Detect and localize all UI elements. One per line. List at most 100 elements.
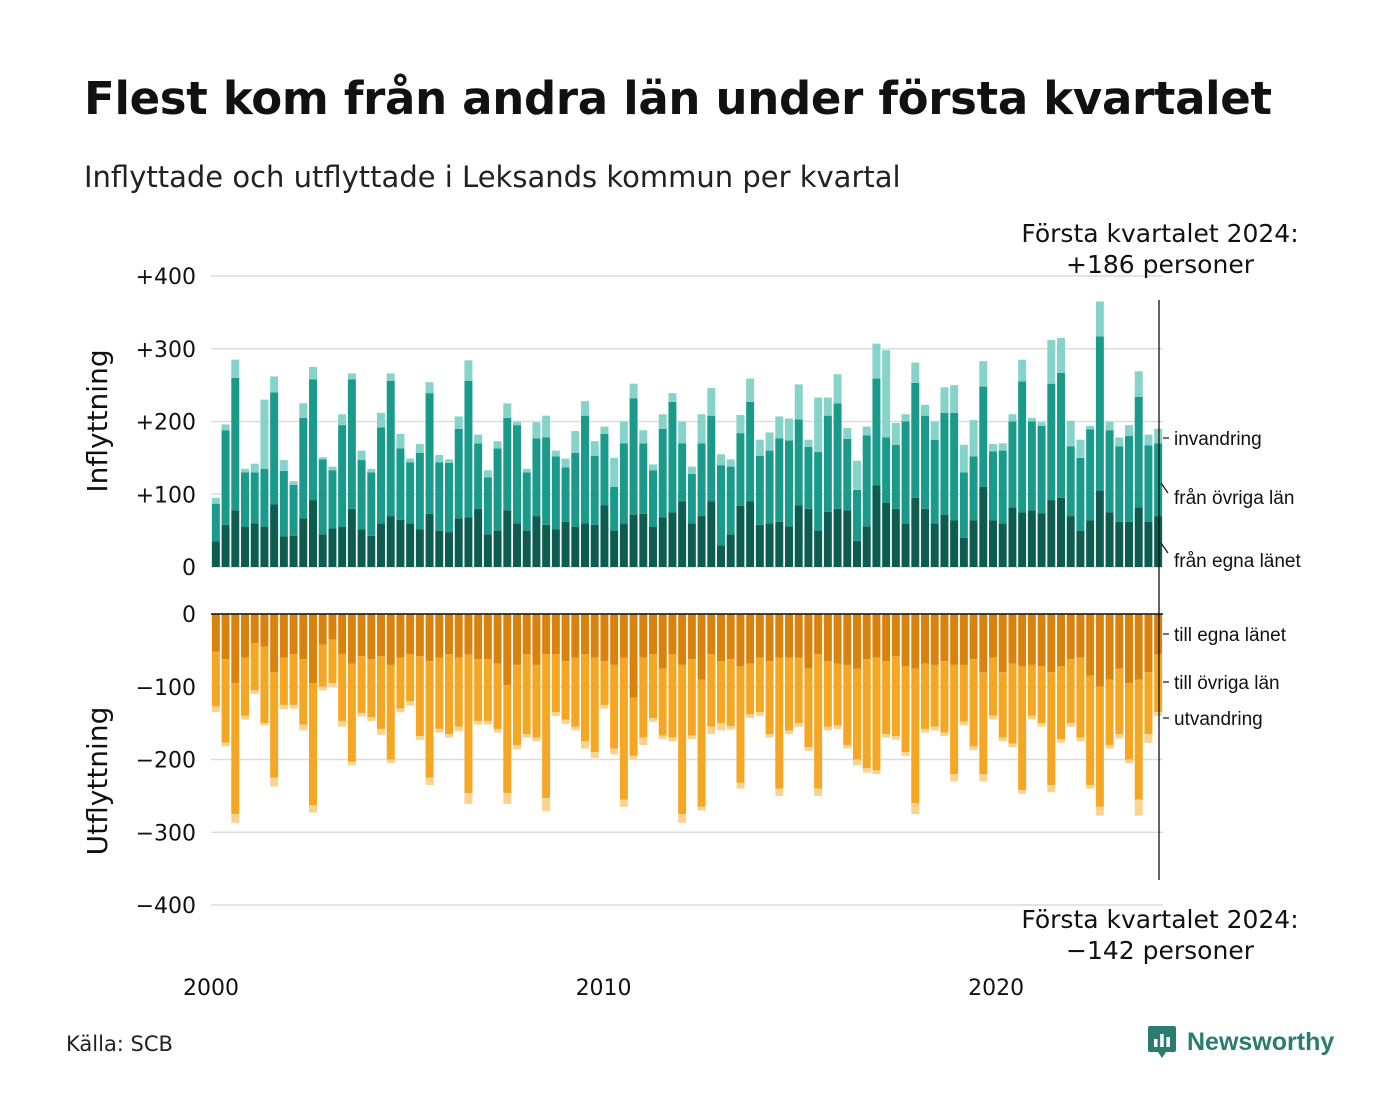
bar-segment (241, 526, 249, 567)
bar-segment (610, 457, 619, 487)
bar-segment (833, 663, 842, 726)
bar-segment (581, 654, 589, 742)
bar-segment (513, 425, 521, 524)
bar-segment (736, 666, 745, 783)
bar-segment (406, 701, 415, 706)
annotation-in-line1: Första kvartalet 2024: (1021, 219, 1298, 248)
y-tick-label: +400 (136, 265, 196, 290)
bar-segment (454, 428, 463, 519)
y-axis-title: Utflyttning (81, 707, 114, 856)
bar-segment (522, 472, 531, 531)
bar-segment (911, 362, 920, 383)
bar-segment (658, 517, 667, 567)
bar-segment (377, 523, 385, 567)
bar-segment (522, 614, 531, 655)
bar-segment (629, 383, 638, 399)
bar-segment (1027, 614, 1036, 665)
bar-segment (464, 380, 473, 518)
bar-segment (736, 782, 745, 789)
bar-segment (328, 639, 337, 684)
bar-segment (1115, 668, 1124, 735)
bar-segment (697, 443, 706, 517)
bar-segment (658, 414, 667, 429)
bar-segment (707, 388, 716, 416)
bar-segment (1027, 417, 1036, 422)
bar-segment (1018, 381, 1027, 513)
bar-segment (1125, 683, 1133, 760)
bar-segment (1144, 672, 1153, 735)
bar-segment (1047, 672, 1056, 785)
bar-segment (1076, 737, 1085, 742)
series-end-label: från övriga län (1174, 488, 1294, 509)
bar-segment (853, 614, 861, 669)
bar-segment (1144, 734, 1153, 743)
bar-segment (338, 526, 347, 567)
bar-segment (241, 472, 249, 527)
bar-segment (969, 420, 978, 457)
bar-segment (250, 463, 259, 473)
bar-segment (435, 657, 444, 729)
bar-segment (1008, 743, 1017, 748)
bar-segment (649, 614, 657, 655)
bar-segment (542, 524, 551, 567)
bar-segment (241, 614, 249, 658)
bar-segment (746, 714, 755, 719)
bar-segment (843, 664, 852, 745)
bar-segment (338, 654, 347, 721)
bar-segment (1134, 507, 1143, 567)
bar-segment (736, 414, 745, 434)
bar-segment (600, 661, 609, 705)
bar-segment (882, 350, 891, 438)
bar-segment (1018, 614, 1027, 667)
bar-segment (435, 454, 444, 463)
bar-segment (1008, 614, 1017, 664)
bar-segment (241, 468, 249, 473)
bar-segment (396, 519, 405, 567)
bar-segment (1037, 666, 1046, 724)
bar-segment (211, 614, 220, 652)
bar-segment (513, 523, 521, 567)
bar-segment (794, 505, 803, 567)
bar-segment (270, 614, 279, 673)
bar-segment (600, 426, 609, 434)
bar-segment (950, 520, 959, 567)
bar-segment (804, 439, 813, 447)
bar-segment (299, 659, 308, 725)
bar-segment (425, 777, 434, 785)
bar-segment (639, 737, 648, 745)
bar-segment (279, 704, 288, 710)
bar-segment (940, 732, 949, 737)
bar-segment (328, 528, 337, 567)
bar-segment (1027, 510, 1036, 567)
bar-segment (493, 530, 502, 568)
bar-segment (464, 654, 473, 793)
bar-segment (435, 728, 444, 733)
bar-segment (891, 736, 900, 740)
x-tick-label: 2020 (968, 976, 1024, 1001)
bar-segment (338, 425, 347, 527)
bar-segment (1037, 425, 1046, 514)
bar-segment (940, 387, 949, 413)
bar-segment (231, 614, 240, 684)
bar-segment (571, 657, 580, 727)
bar-segment (1057, 497, 1065, 567)
bar-segment (979, 486, 988, 567)
bar-segment (658, 614, 667, 669)
bar-segment (445, 614, 453, 655)
bar-segment (581, 415, 589, 524)
bar-segment (755, 712, 764, 716)
bar-segment (979, 614, 988, 673)
bar-segment (882, 614, 891, 662)
bar-segment (950, 664, 959, 775)
bar-segment (474, 659, 483, 721)
bar-segment (785, 614, 793, 658)
bar-segment (289, 535, 298, 567)
bar-segment (823, 397, 832, 416)
bar-segment (736, 433, 745, 506)
bar-segment (668, 512, 677, 567)
bar-segment (415, 614, 424, 657)
bar-segment (901, 414, 910, 422)
bar-segment (785, 657, 793, 731)
bar-segment (1125, 614, 1133, 684)
bar-segment (318, 459, 327, 535)
